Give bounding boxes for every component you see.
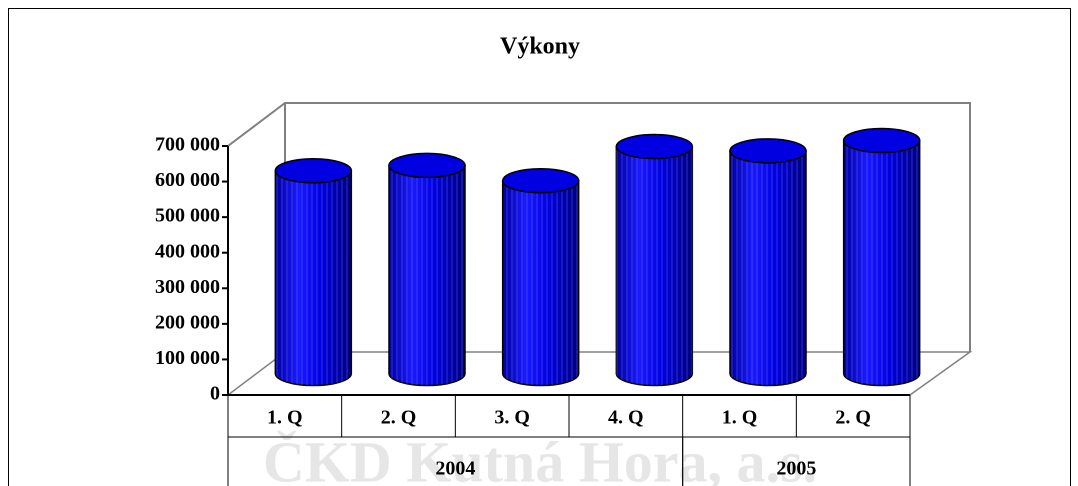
- cylinder-stripes: [730, 150, 806, 386]
- cylinder-stripes: [843, 140, 920, 386]
- y-tick-label: 0: [210, 383, 220, 405]
- cylinder-top: [501, 167, 580, 194]
- x-tick-label: 2. Q: [381, 407, 417, 429]
- group-label: 2004: [435, 458, 475, 480]
- cylinder-top: [842, 127, 921, 154]
- y-tick-label: 200 000: [155, 311, 220, 333]
- bar: [501, 167, 580, 387]
- cylinder-stripes: [616, 146, 693, 386]
- cylinder-top: [274, 157, 353, 184]
- x-tick-label: 1. Q: [267, 407, 303, 429]
- y-tick-label: 100 000: [155, 347, 220, 369]
- cylinder-top: [388, 152, 466, 179]
- y-tick-label: 600 000: [155, 169, 220, 191]
- cylinder-top: [729, 138, 807, 164]
- bar: [274, 157, 353, 387]
- x-tick-label: 3. Q: [494, 407, 530, 429]
- bar: [842, 127, 921, 387]
- cylinder-stripes: [389, 165, 465, 386]
- x-tick-label: 1. Q: [722, 407, 758, 429]
- cylinder-stripes: [502, 180, 579, 386]
- bar: [729, 138, 807, 387]
- cylinder-top: [615, 133, 694, 160]
- y-tick-label: 300 000: [155, 276, 220, 298]
- y-tick-label: 500 000: [155, 205, 220, 227]
- group-label: 2005: [776, 458, 816, 480]
- x-tick-label: 4. Q: [608, 407, 644, 429]
- bar: [615, 133, 694, 387]
- bar: [388, 152, 466, 387]
- y-tick-label: 700 000: [155, 134, 220, 156]
- chart-title: Výkony: [500, 34, 580, 60]
- x-tick-label: 2. Q: [835, 407, 871, 429]
- cylinder-stripes: [275, 170, 352, 386]
- y-tick-label: 400 000: [155, 240, 220, 262]
- watermark: ČKD Kutná Hora, a.s.: [263, 429, 817, 486]
